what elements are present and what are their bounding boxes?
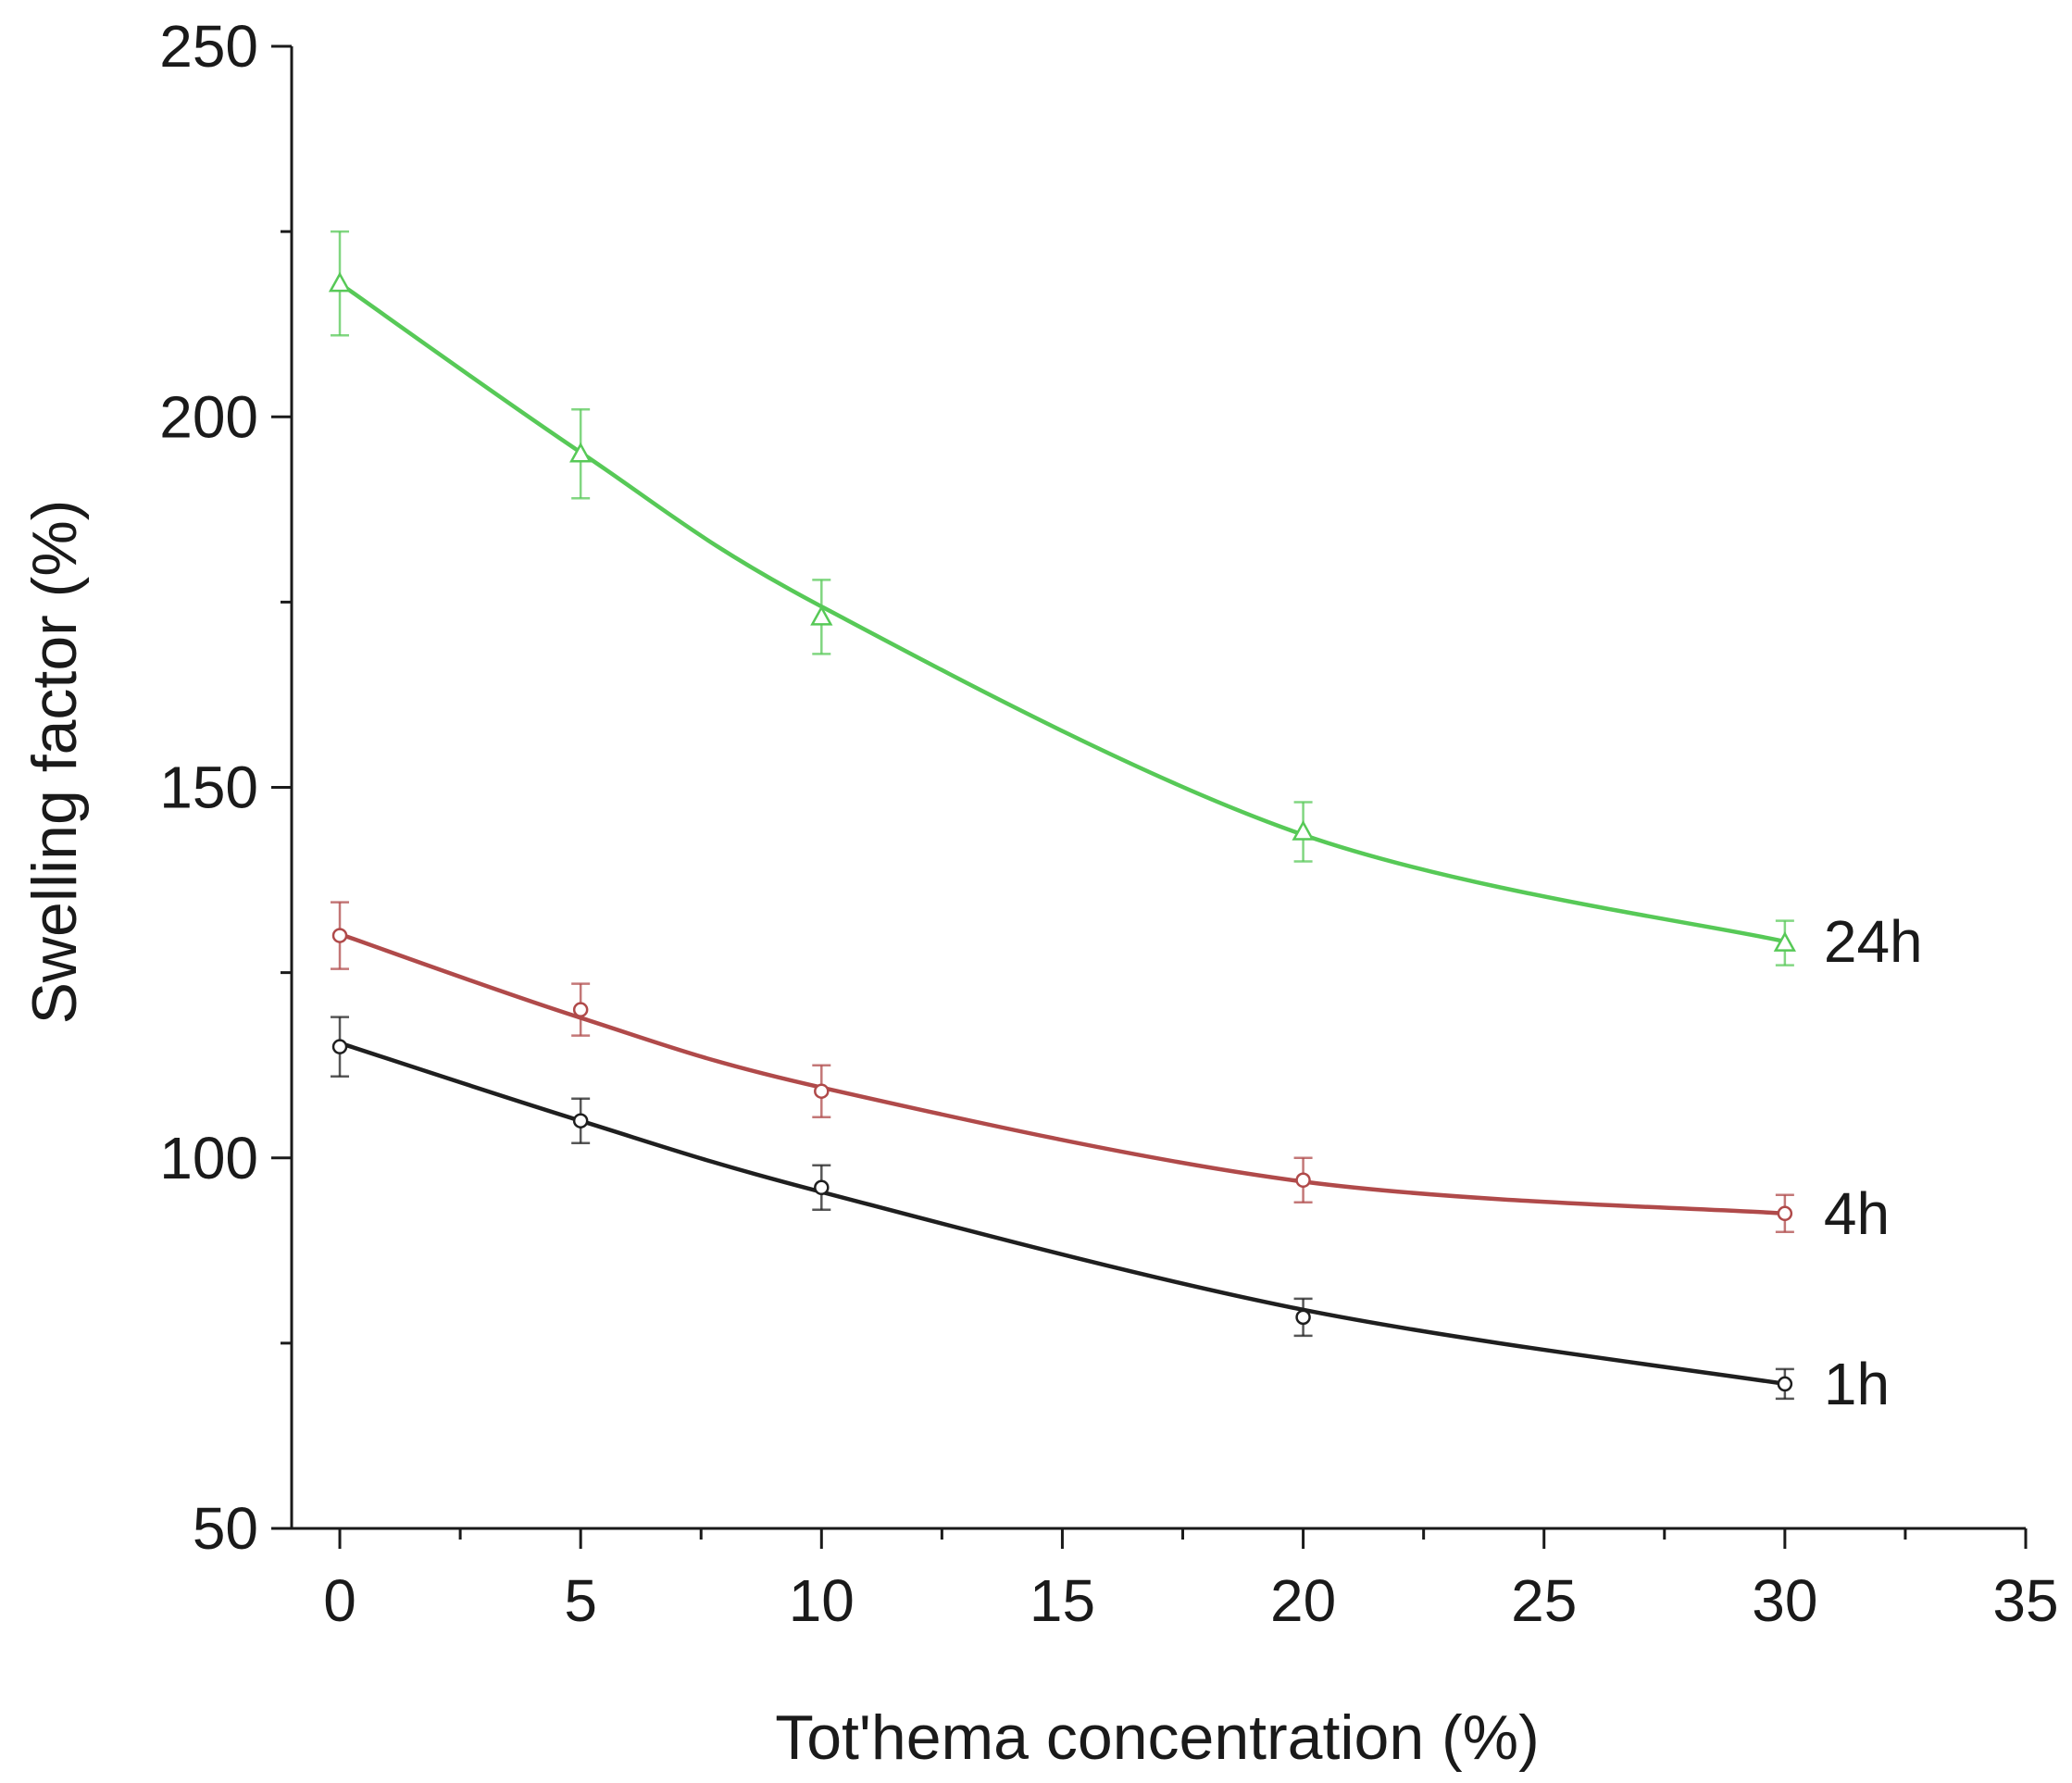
- data-points: [328, 230, 1796, 1401]
- fit-curve-24h: [337, 281, 1788, 944]
- data-point-24h: [1773, 931, 1796, 952]
- y-tick-label: 100: [159, 1125, 258, 1191]
- data-point-24h: [328, 271, 352, 293]
- y-tick-label: 200: [159, 383, 258, 450]
- axes: 50 100 150 200 250 0 5 10 15 20 25 30 35: [159, 13, 2058, 1634]
- fit-curve-1h: [337, 1041, 1788, 1387]
- data-point-24h: [810, 605, 833, 626]
- data-point-4h: [814, 1083, 830, 1099]
- data-point-1h: [572, 1113, 589, 1128]
- data-point-1h: [331, 1039, 348, 1054]
- series-label-24h: 24h: [1824, 908, 1923, 975]
- y-tick-label: 150: [159, 754, 258, 821]
- data-point-4h: [572, 1002, 589, 1017]
- fit-curves: [337, 281, 1788, 1387]
- x-tick-label: 20: [1270, 1567, 1336, 1634]
- fit-curve-4h: [337, 931, 1788, 1216]
- x-tick-label: 5: [564, 1567, 597, 1634]
- y-axis-title: Swelling factor (%): [19, 500, 90, 1025]
- x-tick-label: 35: [1992, 1567, 2058, 1634]
- x-axis-title: Tot'hema concentration (%): [775, 1702, 1540, 1773]
- data-point-4h: [331, 928, 348, 943]
- y-tick-label: 50: [193, 1495, 258, 1562]
- y-tick-label: 250: [159, 13, 258, 80]
- data-point-1h: [814, 1179, 830, 1196]
- x-tick-label: 0: [323, 1567, 356, 1634]
- data-point-24h: [1292, 819, 1315, 841]
- data-point-24h: [569, 442, 593, 463]
- x-tick-label: 30: [1752, 1567, 1817, 1634]
- labels: Swelling factor (%) Tot'hema concentrati…: [19, 500, 1923, 1773]
- x-tick-label: 15: [1030, 1567, 1095, 1634]
- series-label-4h: 4h: [1824, 1180, 1890, 1247]
- series-label-1h: 1h: [1824, 1351, 1890, 1417]
- x-tick-label: 10: [789, 1567, 855, 1634]
- x-tick-label: 25: [1511, 1567, 1577, 1634]
- data-point-4h: [1295, 1172, 1311, 1189]
- data-point-4h: [1777, 1205, 1793, 1222]
- data-point-1h: [1295, 1309, 1311, 1326]
- data-point-1h: [1777, 1376, 1793, 1392]
